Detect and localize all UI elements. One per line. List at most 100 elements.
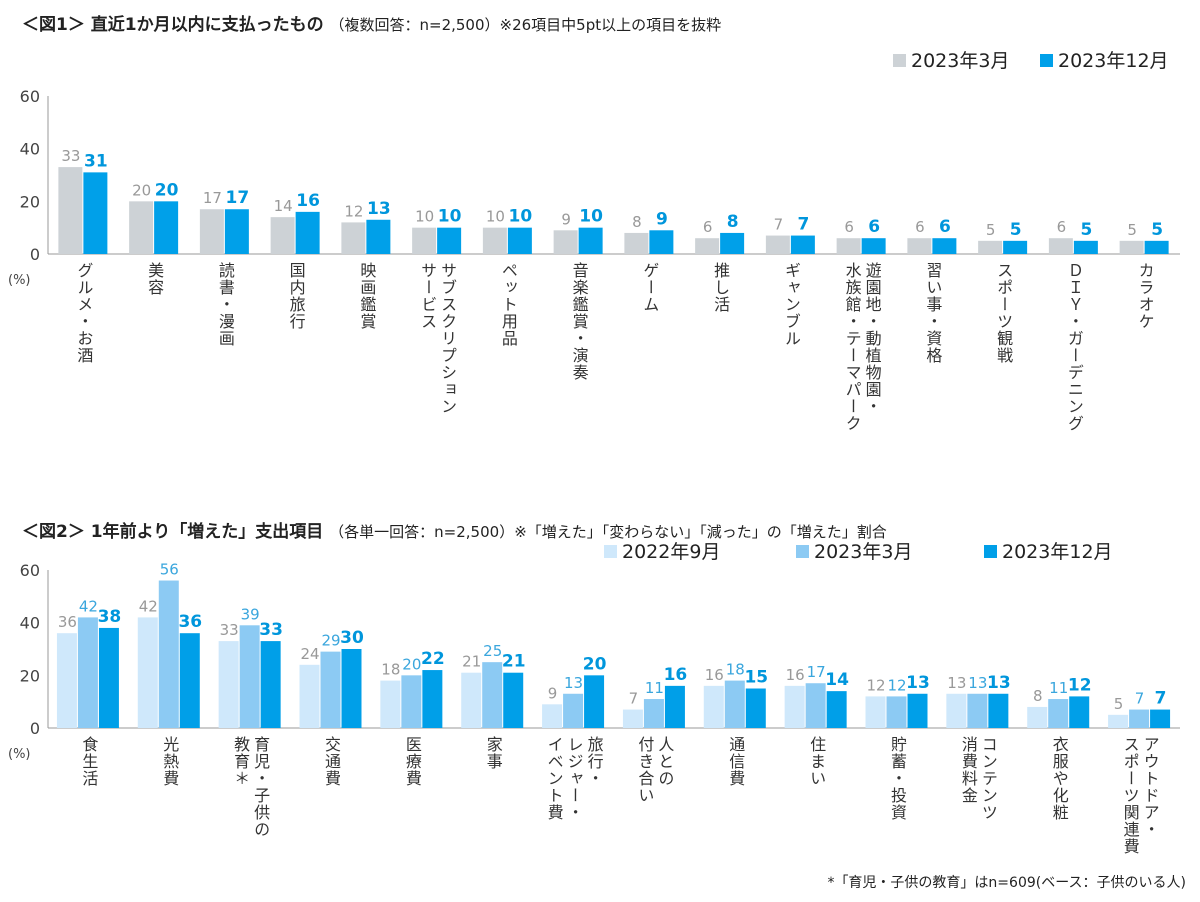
data-label: 13 <box>367 199 391 219</box>
bar <box>790 235 815 254</box>
category-label: 住まい <box>807 736 827 787</box>
bar <box>179 633 200 728</box>
category-label: 習い事・資格 <box>923 262 943 364</box>
legend-label: 2023年3月 <box>814 541 912 563</box>
chart1-title: ＜図1＞ 直近1か月以内に支払ったもの （複数回答：n=2,500）※26項目中… <box>22 10 721 35</box>
data-label: 13 <box>906 673 930 693</box>
data-label: 12 <box>344 202 363 220</box>
data-label: 17 <box>226 188 250 208</box>
y-tick-label: 40 <box>20 614 40 633</box>
bar <box>154 201 179 254</box>
bar <box>542 704 563 728</box>
bar <box>218 641 239 728</box>
bar <box>270 217 295 254</box>
bar <box>482 227 507 254</box>
category-label: 音楽鑑賞・演奏 <box>569 262 589 381</box>
bar <box>988 693 1009 728</box>
category-label: スポーツ観戦 <box>994 262 1014 364</box>
data-label: 29 <box>321 632 340 650</box>
legend-label: 2023年3月 <box>911 50 1009 72</box>
bar <box>836 238 861 254</box>
bar <box>865 696 886 728</box>
bar <box>703 685 724 728</box>
y-tick-label: 0 <box>30 245 40 264</box>
data-label: 20 <box>583 654 607 674</box>
data-label: 56 <box>160 561 179 579</box>
bar <box>664 685 685 728</box>
bar <box>158 580 179 728</box>
y-axis-unit: (%) <box>8 747 31 762</box>
data-label: 10 <box>438 207 462 227</box>
legend-swatch <box>604 545 617 558</box>
bar <box>77 617 98 728</box>
legend-swatch <box>893 54 906 67</box>
data-label: 13 <box>947 674 966 692</box>
bar <box>199 209 224 254</box>
bar <box>1108 714 1129 728</box>
category-label: 推し活 <box>711 262 731 313</box>
data-label: 8 <box>727 212 739 232</box>
bar <box>643 699 664 728</box>
bar <box>765 235 790 254</box>
bar <box>805 683 826 728</box>
category-label: 読書・漫画 <box>215 262 235 347</box>
data-label: 7 <box>1135 690 1145 708</box>
bar <box>1150 709 1171 728</box>
data-label: 39 <box>241 605 260 623</box>
bar <box>578 227 603 254</box>
chart2-subtitle: （各単一回答：n=2,500）※「増えた」「変わらない」「減った」の「増えた」割… <box>329 523 887 541</box>
bar <box>129 201 154 254</box>
bar <box>56 633 77 728</box>
data-label: 24 <box>300 645 319 663</box>
data-label: 7 <box>629 690 639 708</box>
data-label: 20 <box>132 181 151 199</box>
data-label: 18 <box>381 661 400 679</box>
category-label: 家事 <box>483 736 503 770</box>
bar <box>695 238 720 254</box>
bar <box>624 232 649 254</box>
bar <box>563 693 584 728</box>
data-label: 6 <box>1057 218 1067 236</box>
data-label: 9 <box>548 684 558 702</box>
category-label: 食生活 <box>79 736 99 787</box>
bar <box>320 651 341 728</box>
bar <box>83 172 108 254</box>
bar <box>507 227 532 254</box>
category-label: 映画鑑賞 <box>357 262 377 330</box>
category-label: 育児・子供の 教育＊ <box>231 736 271 838</box>
data-label: 15 <box>744 668 768 688</box>
category-label: 国内旅行 <box>286 262 306 330</box>
bar <box>295 211 320 254</box>
bar <box>978 240 1003 254</box>
data-label: 36 <box>58 613 77 631</box>
data-label: 11 <box>645 679 664 697</box>
data-label: 13 <box>968 674 987 692</box>
bar <box>649 230 674 254</box>
data-label: 38 <box>98 607 122 627</box>
bar <box>1048 238 1073 254</box>
data-label: 7 <box>1155 689 1167 709</box>
category-label: 通信費 <box>726 736 746 787</box>
data-label: 21 <box>462 653 481 671</box>
y-tick-label: 60 <box>20 87 40 106</box>
legend-label: 2022年9月 <box>622 541 720 563</box>
category-label: 遊園地・動植物園・ 水族館・テーマパーク <box>842 262 882 432</box>
data-label: 25 <box>483 642 502 660</box>
data-label: 5 <box>1010 220 1022 240</box>
data-label: 16 <box>705 666 724 684</box>
data-label: 22 <box>421 649 445 669</box>
bar <box>784 685 805 728</box>
bar <box>886 696 907 728</box>
y-tick-label: 0 <box>30 719 40 738</box>
data-label: 14 <box>825 670 849 690</box>
bar <box>1129 709 1150 728</box>
bar <box>482 662 503 728</box>
bar <box>412 227 437 254</box>
y-tick-label: 60 <box>20 561 40 580</box>
category-label: ギャンブル <box>781 262 801 347</box>
bar <box>967 693 988 728</box>
data-label: 7 <box>774 216 784 234</box>
data-label: 7 <box>797 215 809 235</box>
category-label: ＤＩＹ・ガーデニング <box>1064 262 1084 432</box>
chart1-title-text: ＜図1＞ 直近1か月以内に支払ったもの <box>22 15 324 35</box>
